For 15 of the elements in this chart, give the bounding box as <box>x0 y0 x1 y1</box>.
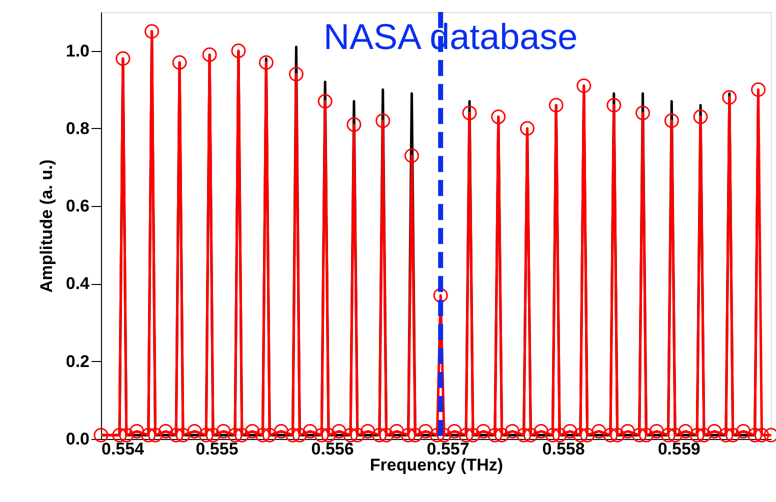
x-tick-label: 0.557 <box>426 440 470 458</box>
x-tick-label: 0.558 <box>542 440 585 458</box>
x-tick-label: 0.559 <box>658 440 700 458</box>
y-tick-label: 0.8 <box>66 118 90 138</box>
y-tick-label: 0.4 <box>66 274 90 294</box>
x-tick-label: 0.556 <box>311 440 354 458</box>
x-tick-label: 0.555 <box>196 440 238 458</box>
ref-line-label: NASA database <box>324 16 578 57</box>
y-tick-label: 1.0 <box>66 41 90 60</box>
x-tick-label: 0.554 <box>102 440 145 458</box>
x-axis-title: Frequency (THz) <box>370 456 504 474</box>
y-axis-title: Amplitude (a. u.) <box>36 159 56 293</box>
y-tick-label: 0.0 <box>66 430 90 448</box>
y-tick-label: 0.2 <box>66 352 90 371</box>
y-tick-label: 0.6 <box>66 196 90 216</box>
